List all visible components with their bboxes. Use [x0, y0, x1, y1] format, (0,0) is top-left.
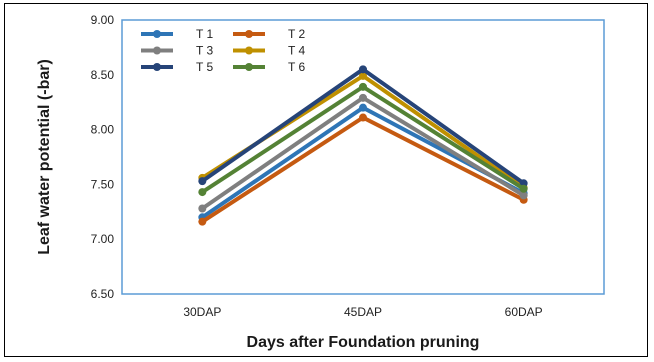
legend-item: T 4 [233, 44, 305, 58]
legend-label: T 3 [196, 44, 213, 58]
y-tick-label: 8.50 [91, 68, 115, 82]
series-3 [198, 93, 528, 213]
legend-item: T 3 [141, 44, 213, 58]
x-axis-title: Days after Foundation pruning [247, 334, 480, 351]
data-point [359, 113, 367, 122]
data-point [198, 204, 207, 213]
legend-label: T 4 [288, 44, 305, 58]
y-tick-label: 8.00 [91, 123, 115, 137]
data-point [359, 71, 367, 80]
y-axis-title: Leaf water potential (-bar) [36, 59, 53, 255]
chart-frame: 6.50 7.00 7.50 8.00 8.50 9.00 30DAP 45DAP 60DAP… [4, 3, 648, 357]
data-point [359, 103, 367, 112]
x-tick-label: 60DAP [505, 305, 543, 319]
legend-label: T 1 [196, 27, 213, 41]
legend-swatch-marker [245, 30, 253, 38]
legend-label: T 2 [288, 27, 305, 41]
data-point [198, 188, 207, 197]
data-point [198, 217, 207, 226]
legend-label: T 5 [196, 60, 213, 74]
legend-swatch-marker [153, 30, 161, 38]
legend-swatch-marker [153, 63, 161, 71]
y-tick-label: 7.00 [91, 232, 115, 246]
y-tick-label: 7.50 [91, 177, 115, 191]
legend-item: T 6 [233, 60, 305, 74]
y-tick-label: 6.50 [91, 287, 115, 301]
line-chart: 6.50 7.00 7.50 8.00 8.50 9.00 30DAP 45DAP 60DAP… [36, 13, 605, 351]
legend-label: T 6 [288, 60, 305, 74]
plot-area [121, 19, 605, 295]
x-tick-label: 30DAP [183, 305, 221, 319]
data-point [519, 184, 528, 193]
legend: T 1 T 2 T 3 T 4 T 5 T 6 [141, 27, 305, 74]
data-point [359, 93, 367, 102]
data-point [198, 177, 207, 186]
x-axis-ticks: 30DAP 45DAP 60DAP [183, 305, 542, 319]
series-layer [198, 65, 528, 226]
legend-swatch-marker [245, 46, 253, 55]
y-axis-ticks: 6.50 7.00 7.50 8.00 8.50 9.00 [91, 13, 115, 301]
data-point [359, 82, 367, 91]
legend-item: T 5 [141, 60, 213, 74]
y-tick-label: 9.00 [91, 13, 115, 27]
legend-swatch-marker [245, 63, 253, 71]
data-point [359, 65, 367, 74]
data-point [519, 191, 528, 200]
legend-item: T 1 [141, 27, 213, 41]
legend-item: T 2 [233, 27, 305, 41]
series-6 [198, 82, 528, 197]
x-tick-label: 45DAP [344, 305, 382, 319]
legend-swatch-marker [153, 46, 161, 55]
